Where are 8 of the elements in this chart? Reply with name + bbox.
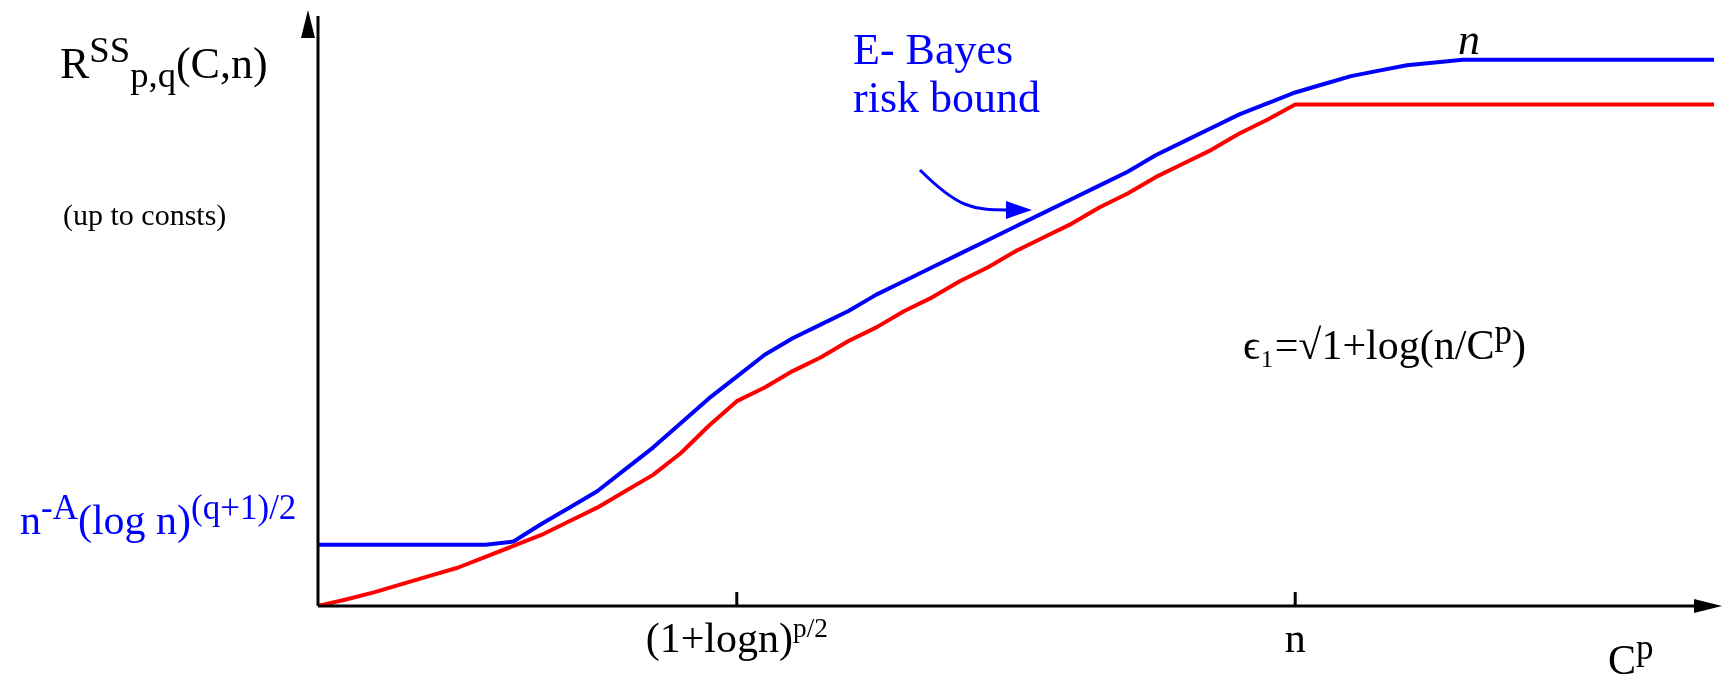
annotation: E- Bayes risk bound bbox=[853, 25, 1041, 122]
y-axis-title: R$^{SS}$$_{p,q}$(C,n) bbox=[60, 28, 268, 97]
text: n$^{-A}$(log n)$^{(q+1)/2}$ bbox=[20, 488, 297, 544]
text: (up to consts) bbox=[63, 198, 227, 232]
annotation: n bbox=[1458, 14, 1480, 65]
x-tick-label: (1+logn)$^{p/2}$ bbox=[645, 613, 828, 662]
annotation: ϵ₁=√1+log(n/C$^{p}$) bbox=[1243, 313, 1526, 369]
x-axis-title: C$^{p}$ bbox=[1608, 628, 1654, 684]
